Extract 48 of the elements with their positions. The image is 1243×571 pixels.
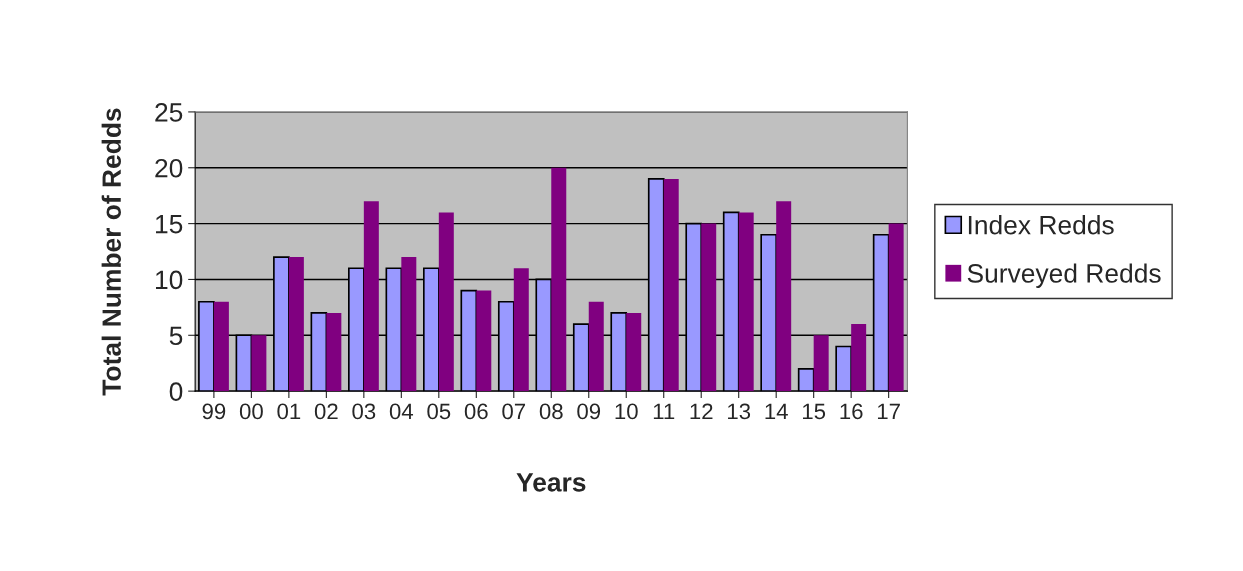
bar xyxy=(363,201,379,392)
x-tick-label: 17 xyxy=(877,403,900,420)
y-tick-label: 0 xyxy=(169,382,183,401)
x-tick-label: 01 xyxy=(277,403,301,420)
bar xyxy=(888,223,904,392)
x-tick-label: 09 xyxy=(577,403,601,420)
bar xyxy=(438,212,454,392)
x-tick-label: 02 xyxy=(314,403,338,420)
x-tick-label: 04 xyxy=(389,403,414,420)
y-tick-label: 5 xyxy=(169,326,183,346)
bar xyxy=(813,335,829,392)
bar xyxy=(288,257,304,392)
x-tick-label: 99 xyxy=(202,403,226,420)
x-tick-label: 13 xyxy=(728,403,751,420)
bar xyxy=(776,201,792,392)
bar xyxy=(626,312,642,392)
bar xyxy=(213,301,229,392)
x-tick-label: 03 xyxy=(352,403,376,420)
y-axis-title: Total Number of Redds xyxy=(101,108,121,396)
bar xyxy=(588,301,604,392)
x-tick-label: 10 xyxy=(615,403,638,420)
legend-label: Surveyed Redds xyxy=(967,263,1161,288)
bar xyxy=(326,312,342,392)
x-tick-label: 14 xyxy=(765,403,788,420)
y-tick-label: 15 xyxy=(156,215,183,234)
y-tick-label: 25 xyxy=(155,103,183,122)
bar xyxy=(701,223,717,392)
x-tick-label: 15 xyxy=(803,403,826,420)
x-tick-label: 05 xyxy=(427,403,451,420)
x-tick-label: 06 xyxy=(464,403,488,420)
x-tick-label: 07 xyxy=(502,403,526,420)
x-tick-label: 08 xyxy=(539,403,563,420)
bar xyxy=(513,268,529,392)
bar xyxy=(251,335,267,392)
y-tick-label: 10 xyxy=(156,270,183,290)
x-tick-label: 11 xyxy=(653,403,675,420)
bar xyxy=(851,324,867,392)
bar xyxy=(401,257,417,392)
y-tick-label: 20 xyxy=(155,158,183,178)
x-axis-title: Years xyxy=(516,473,586,492)
bar xyxy=(663,178,679,392)
bar xyxy=(738,212,754,392)
legend-label: Index Redds xyxy=(968,215,1114,235)
x-tick-label: 16 xyxy=(840,403,863,420)
bar xyxy=(551,167,567,392)
x-tick-label: 12 xyxy=(690,403,713,420)
x-tick-label: 00 xyxy=(239,403,263,420)
bar xyxy=(476,290,492,392)
